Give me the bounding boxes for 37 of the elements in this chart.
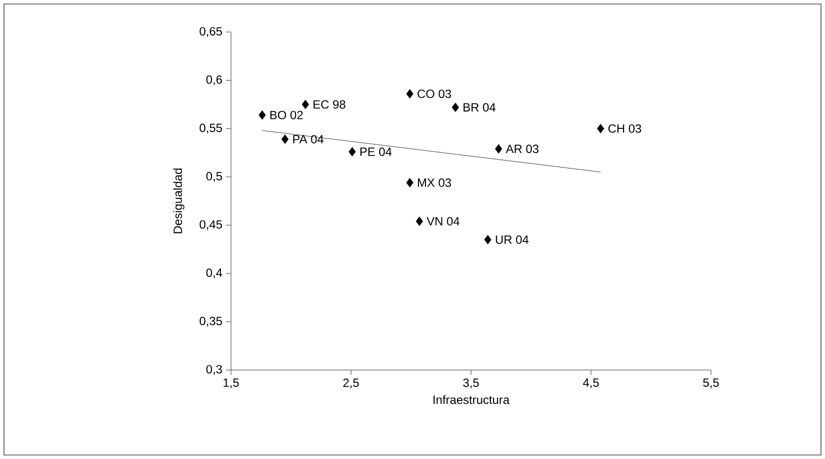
y-tick-label: 0,65 [200, 27, 222, 37]
annotation: CH 03 [608, 124, 642, 133]
y-tick-label: 0,5 [206, 172, 222, 182]
point [406, 178, 414, 188]
annotation: PE 04 [360, 148, 392, 156]
point [348, 147, 356, 156]
x-tick-label: 5,5 [703, 378, 719, 388]
annotation: VN 04 [426, 217, 460, 226]
annotation: EC 98 [314, 100, 346, 109]
point [258, 110, 266, 120]
x-tick-label: 4,5 [582, 378, 599, 388]
x-tick-label: 3,5 [463, 378, 479, 388]
point [597, 124, 604, 134]
annotation: MX 03 [418, 178, 452, 187]
y-tick-label: 0,6 [206, 75, 222, 86]
annotation: AR 03 [506, 144, 538, 154]
point [302, 100, 309, 110]
annotation: CO 03 [418, 90, 452, 98]
x-axis-title: Infraestructura [434, 395, 510, 404]
y-tick-label: 0,45 [200, 220, 222, 230]
point [484, 234, 492, 244]
annotation: BR 04 [464, 103, 496, 112]
y-tick-label: 0,3 [206, 365, 222, 375]
point [281, 134, 289, 144]
annotation: PA 04 [293, 134, 324, 144]
x-tick-label: 1,5 [224, 378, 239, 388]
point [416, 216, 423, 226]
y-axis-title: Desigualdad [173, 168, 184, 234]
annotation: BO 02 [270, 110, 303, 120]
y-tick-label: 0,55 [200, 124, 222, 134]
y-tick-label: 0,4 [206, 268, 222, 278]
point [495, 144, 502, 154]
x-tick-label: 2,5 [343, 378, 359, 388]
y-tick-label: 0,35 [200, 316, 222, 327]
annotation: UR 04 [496, 235, 529, 244]
point [406, 89, 414, 99]
point [452, 102, 459, 112]
